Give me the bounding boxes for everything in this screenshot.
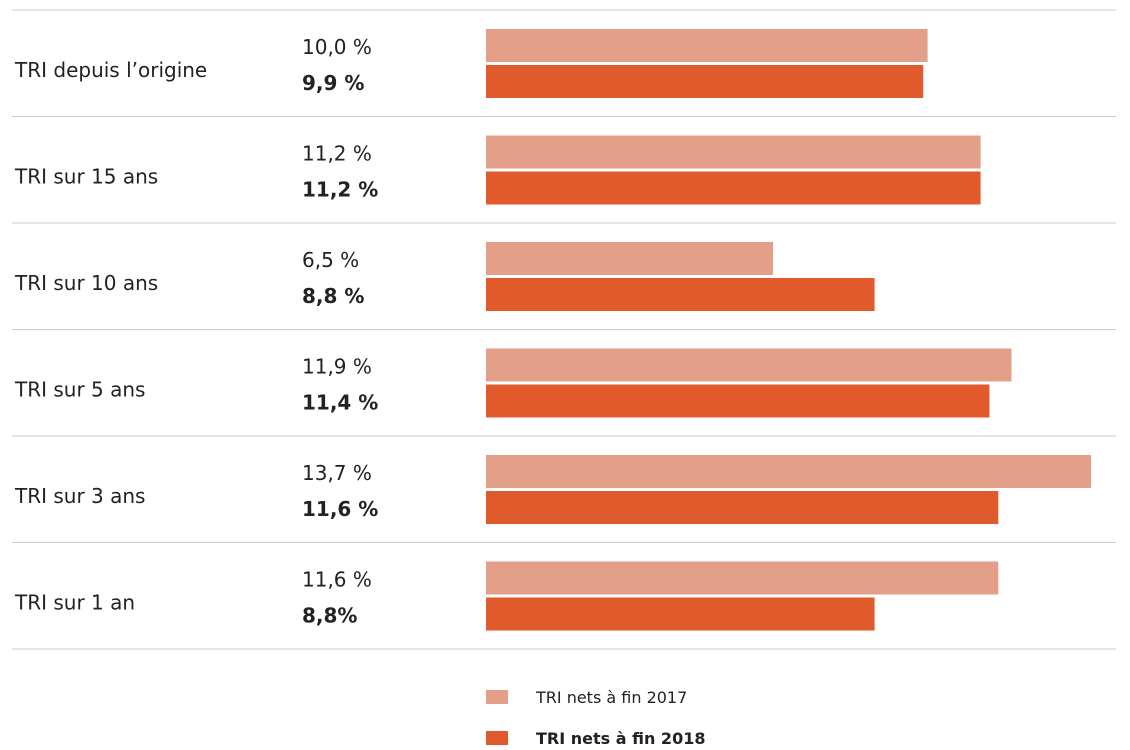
- value-label-2018: 11,2 %: [302, 178, 378, 202]
- chart-row: TRI sur 5 ans 11,9 % 11,4 %: [14, 348, 1012, 418]
- bar-2018: [486, 171, 981, 205]
- value-label-2017: 11,2 %: [302, 142, 372, 166]
- bar-2018: [486, 278, 875, 311]
- chart-rows: TRI depuis l’origine 10,0 % 9,9 % TRI sur 1…: [14, 29, 1091, 631]
- category-label: TRI sur 10 ans: [14, 271, 158, 295]
- bar-2017: [486, 348, 1012, 382]
- chart-row: TRI sur 3 ans 13,7 % 11,6 %: [14, 455, 1091, 524]
- legend-swatch-2017: [486, 690, 508, 704]
- value-label-2018: 8,8%: [302, 604, 357, 628]
- category-label: TRI sur 5 ans: [14, 378, 145, 402]
- value-label-2017: 10,0 %: [302, 35, 372, 59]
- value-label-2018: 9,9 %: [302, 71, 364, 95]
- value-label-2018: 11,6 %: [302, 497, 378, 521]
- category-label: TRI sur 15 ans: [14, 165, 158, 189]
- value-label-2017: 11,6 %: [302, 568, 372, 592]
- category-label: TRI depuis l’origine: [14, 58, 207, 82]
- chart-row: TRI sur 10 ans 6,5 % 8,8 %: [14, 242, 875, 311]
- bar-2017: [486, 561, 999, 595]
- bar-2018: [486, 384, 990, 418]
- legend-label-2018: TRI nets à fin 2018: [536, 729, 705, 748]
- row-dividers: [12, 9, 1116, 650]
- bar-2018: [486, 491, 999, 524]
- chart-row: TRI sur 15 ans 11,2 % 11,2 %: [14, 135, 981, 205]
- value-label-2017: 13,7 %: [302, 461, 372, 485]
- category-label: TRI sur 1 an: [14, 591, 135, 615]
- chart-row: TRI sur 1 an 11,6 % 8,8%: [14, 561, 999, 631]
- bar-2017: [486, 455, 1091, 488]
- bar-2017: [486, 135, 981, 169]
- bar-2018: [486, 597, 875, 631]
- bar-2017: [486, 242, 773, 275]
- value-label-2017: 11,9 %: [302, 355, 372, 379]
- legend: TRI nets à fin 2017 TRI nets à fin 2018: [486, 688, 705, 748]
- value-label-2018: 8,8 %: [302, 284, 364, 308]
- value-label-2018: 11,4 %: [302, 391, 378, 415]
- bar-2018: [486, 65, 924, 98]
- value-label-2017: 6,5 %: [302, 248, 359, 272]
- bar-2017: [486, 29, 928, 62]
- chart-row: TRI depuis l’origine 10,0 % 9,9 %: [14, 29, 928, 98]
- legend-label-2017: TRI nets à fin 2017: [535, 688, 687, 707]
- category-label: TRI sur 3 ans: [14, 484, 145, 508]
- legend-swatch-2018: [486, 731, 508, 745]
